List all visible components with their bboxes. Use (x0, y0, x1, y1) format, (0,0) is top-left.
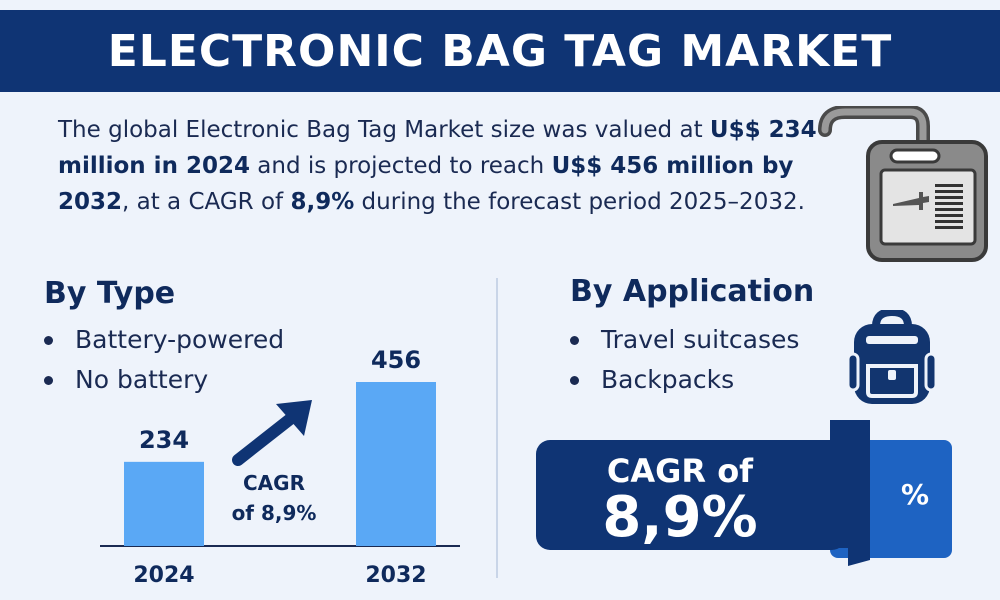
bullet-icon (570, 375, 579, 385)
list-item-label: Backpacks (601, 365, 735, 394)
by-type-heading: By Type (44, 276, 176, 311)
bullet-icon (44, 335, 53, 345)
bar-value-label: 234 (139, 426, 189, 454)
section-divider (496, 278, 498, 578)
intro-text-4: during the forecast period 2025–2032. (354, 189, 805, 215)
percent-symbol: % (900, 478, 930, 511)
cagr-label: CAGR of (606, 452, 754, 490)
bullet-icon (44, 375, 53, 385)
page-title: ELECTRONIC BAG TAG MARKET (107, 25, 893, 77)
list-item: Battery-powered (38, 320, 284, 360)
list-item: No battery (38, 360, 284, 400)
trend-arrow-icon (232, 410, 300, 466)
list-item-label: Travel suitcases (601, 325, 800, 354)
list-item: Backpacks (564, 360, 799, 400)
bar-2024 (124, 461, 204, 546)
category-label: 2024 (133, 563, 194, 588)
title-banner: ELECTRONIC BAG TAG MARKET (0, 10, 1000, 92)
cagr-value: 8,9% (602, 485, 758, 550)
bullet-icon (570, 335, 579, 345)
intro-text-2: and is projected to reach (249, 153, 552, 179)
by-application-list: Travel suitcases Backpacks (564, 320, 799, 400)
trend-arrow-head-icon (276, 400, 312, 436)
intro-value-2032: U$$ 456 million by 2032 (58, 153, 794, 215)
intro-cagr: 8,9% (290, 189, 355, 215)
by-application-heading: By Application (570, 274, 815, 309)
by-type-list: Battery-powered No battery (38, 320, 284, 400)
cagr-annotation-line1: CAGR (243, 471, 305, 495)
intro-text-3: , at a CAGR of (122, 189, 291, 215)
backpack-icon (846, 310, 938, 404)
bar-2032 (356, 382, 436, 546)
cagr-annotation-line2: of 8,9% (232, 501, 317, 525)
list-item: Travel suitcases (564, 320, 799, 360)
list-item-label: Battery-powered (75, 325, 285, 354)
intro-paragraph: The global Electronic Bag Tag Market siz… (58, 112, 818, 220)
market-size-bar-chart: 234 2024 456 2032 CAGR of 8,9% (100, 346, 460, 588)
luggage-tag-icon (818, 106, 988, 262)
list-item-label: No battery (75, 365, 209, 394)
intro-text-1: The global Electronic Bag Tag Market siz… (58, 117, 710, 143)
category-label: 2032 (365, 563, 426, 588)
cagr-banner (536, 420, 952, 566)
bar-value-label: 456 (371, 346, 421, 374)
intro-value-2024: U$$ 234 million in 2024 (58, 117, 817, 179)
